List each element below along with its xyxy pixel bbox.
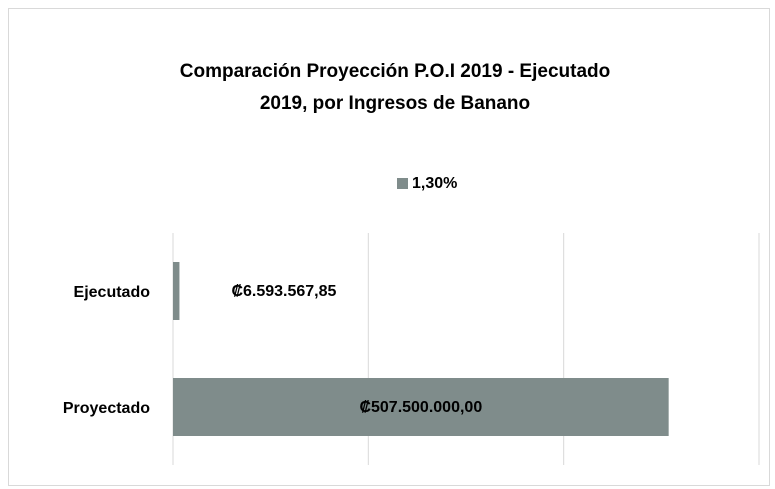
legend-swatch — [397, 178, 408, 189]
chart-title: Comparación Proyección P.O.I 2019 - Ejec… — [180, 61, 610, 82]
bar — [173, 262, 180, 320]
data-label: ₡6.593.567,85 — [231, 283, 336, 300]
y-tick-label: Proyectado — [63, 400, 150, 417]
y-tick-label: Ejecutado — [74, 284, 151, 301]
bar — [173, 378, 669, 436]
legend-label: 1,30% — [412, 175, 457, 192]
chart-title: 2019, por Ingresos de Banano — [260, 93, 530, 114]
data-label: ₡507.500.000,00 — [359, 399, 482, 416]
